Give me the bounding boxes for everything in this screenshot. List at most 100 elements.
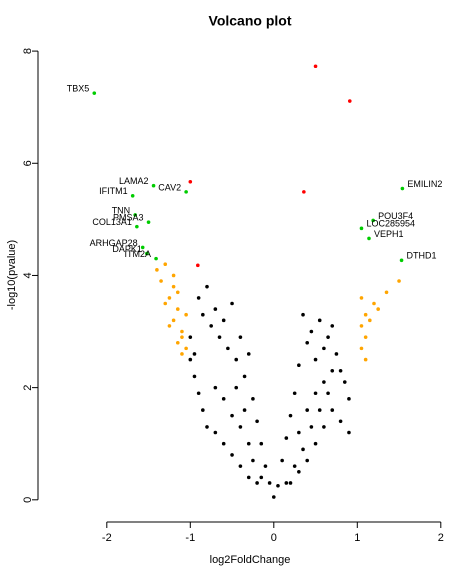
gene-label: COL13A1 [92,217,132,227]
point [302,190,306,194]
x-tick-label: 2 [438,532,444,544]
point [363,357,368,362]
point [359,296,364,300]
point [175,307,180,311]
point [171,273,176,278]
point [371,218,375,223]
gene-label: TBX5 [67,84,90,94]
point [175,340,180,345]
point [372,301,376,306]
point [188,357,193,362]
point [259,475,264,480]
x-tick-label: 1 [354,532,360,544]
point [196,296,201,300]
point [305,458,310,463]
point [297,363,301,367]
point [192,352,197,356]
point [384,290,389,295]
point [317,408,322,412]
y-tick-label: 6 [22,160,34,166]
point [326,391,330,396]
gene-label: TNN [112,205,131,215]
point [180,335,184,339]
point [267,481,272,485]
point [297,469,301,474]
point [288,481,293,485]
x-tick-label: 0 [271,532,277,544]
point [133,213,137,217]
gene-label: PMSA3 [113,213,144,223]
chart-title: Volcano plot [209,13,292,29]
point [242,374,247,379]
point [338,419,343,424]
point [201,312,205,317]
point [163,301,168,306]
x-axis-label: log2FoldChange [210,554,291,566]
point [242,408,247,412]
point [259,441,264,446]
point [305,340,310,345]
point [180,329,184,334]
point [159,279,163,283]
point [322,425,326,429]
point [284,481,289,485]
x-tick-label: -1 [185,532,195,544]
point [146,220,151,224]
point [338,369,343,373]
point [347,397,351,401]
point [347,99,352,103]
point [238,425,243,429]
point [400,186,405,191]
point [313,391,318,396]
point [184,312,188,317]
y-axis-label: -log10(pvalue) [6,240,18,310]
gene-label: LOC285954 [366,219,415,229]
point [309,329,314,334]
point [246,441,251,446]
point [184,346,188,351]
point [154,256,158,261]
point [297,430,301,435]
point [234,385,239,390]
point [196,263,200,268]
point [313,357,318,362]
gene-label: VEPH1 [374,229,404,239]
point [213,430,218,435]
point [188,179,193,184]
point [284,436,289,440]
point [180,352,184,356]
point [255,419,259,424]
point [280,458,284,463]
point [171,318,176,323]
point [246,475,251,480]
point [92,91,97,95]
point [313,441,318,446]
point [205,284,209,289]
point [301,312,305,317]
point [309,425,314,429]
point [251,458,255,463]
point [363,335,368,339]
point [163,262,168,267]
point [399,258,404,263]
y-tick-label: 0 [22,497,34,503]
point [221,441,226,446]
point [359,346,364,351]
point [217,335,222,339]
point [238,464,243,468]
point [322,346,326,351]
point [192,374,197,379]
gene-label: EMILIN2 [407,179,442,189]
point [246,352,251,356]
point [213,385,218,390]
y-tick-label: 2 [22,385,34,391]
point [272,495,276,499]
point [359,226,364,231]
point [313,64,318,69]
point [276,483,280,488]
point [288,413,293,418]
point [135,224,139,229]
point [167,296,172,300]
gene-label: POU3F4 [378,211,413,221]
